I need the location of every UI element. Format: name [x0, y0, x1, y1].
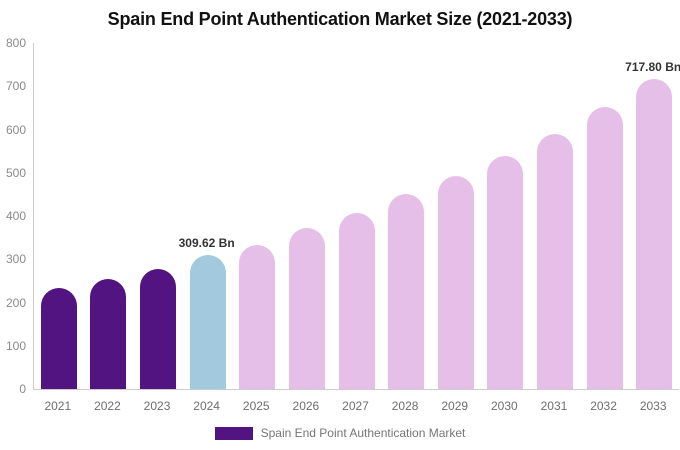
y-tick-label: 0	[19, 382, 26, 396]
y-tick-label: 600	[5, 122, 26, 137]
bar-2031	[536, 133, 573, 389]
x-tick-label: 2033	[639, 399, 667, 413]
x-tick-label: 2025	[242, 399, 270, 413]
x-tick-label: 2024	[193, 399, 220, 413]
bar-2027	[338, 212, 375, 389]
bar-2033	[636, 78, 673, 389]
bar-2025	[239, 244, 276, 389]
chart-title: Spain End Point Authentication Market Si…	[107, 9, 573, 29]
bar-2029	[437, 176, 474, 389]
bar-2030	[487, 155, 524, 389]
y-tick-label: 400	[5, 209, 26, 223]
x-tick-label: 2021	[44, 399, 72, 413]
bar-2021	[40, 287, 77, 389]
x-tick-label: 2028	[391, 399, 419, 413]
x-tick-label: 2030	[490, 399, 518, 413]
y-tick-label: 500	[5, 165, 26, 180]
x-tick-label: 2029	[441, 399, 469, 413]
x-tick-label: 2031	[540, 399, 568, 413]
bar-2026	[288, 228, 325, 389]
bar-2023	[140, 268, 177, 389]
x-tick-label: 2027	[342, 399, 369, 413]
bar-2022	[90, 278, 127, 389]
bar-2032	[586, 107, 623, 389]
legend: Spain End Point Authentication Market	[0, 426, 680, 440]
x-tick-label: 2022	[94, 399, 121, 413]
x-tick-label: 2026	[292, 399, 320, 413]
y-tick-label: 700	[5, 79, 26, 94]
legend-label: Spain End Point Authentication Market	[260, 426, 466, 440]
legend-swatch	[214, 426, 253, 440]
y-tick-label: 300	[5, 252, 26, 267]
value-label-2033: 717.80 Bn	[625, 59, 680, 74]
value-label-2024: 309.62 Bn	[178, 236, 235, 251]
y-tick-label: 200	[5, 295, 26, 310]
y-tick-label: 800	[5, 36, 26, 50]
bar-2024	[189, 255, 226, 389]
bar-2028	[388, 194, 425, 389]
plot-area	[33, 43, 679, 390]
x-tick-label: 2023	[143, 399, 171, 413]
y-tick-label: 100	[5, 338, 26, 353]
x-tick-label: 2032	[590, 399, 617, 413]
